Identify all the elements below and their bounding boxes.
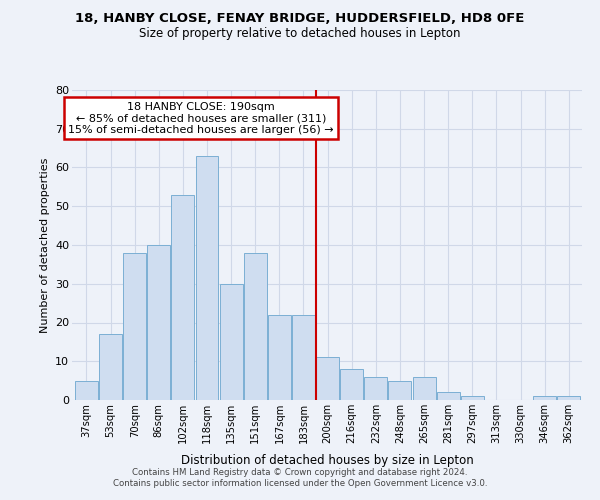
Bar — [388, 380, 412, 400]
Text: 18 HANBY CLOSE: 190sqm
← 85% of detached houses are smaller (311)
15% of semi-de: 18 HANBY CLOSE: 190sqm ← 85% of detached… — [68, 102, 334, 135]
Bar — [437, 392, 460, 400]
Y-axis label: Number of detached properties: Number of detached properties — [40, 158, 50, 332]
Bar — [557, 396, 580, 400]
Text: Size of property relative to detached houses in Lepton: Size of property relative to detached ho… — [139, 28, 461, 40]
Bar — [292, 315, 315, 400]
Bar — [148, 245, 170, 400]
Bar — [196, 156, 218, 400]
Bar — [364, 377, 387, 400]
Bar — [244, 252, 267, 400]
Bar — [123, 252, 146, 400]
Text: 18, HANBY CLOSE, FENAY BRIDGE, HUDDERSFIELD, HD8 0FE: 18, HANBY CLOSE, FENAY BRIDGE, HUDDERSFI… — [76, 12, 524, 26]
Bar — [413, 377, 436, 400]
Bar — [461, 396, 484, 400]
Bar — [340, 369, 363, 400]
Bar — [316, 358, 339, 400]
Text: Contains HM Land Registry data © Crown copyright and database right 2024.
Contai: Contains HM Land Registry data © Crown c… — [113, 468, 487, 487]
Bar — [75, 380, 98, 400]
Bar — [172, 194, 194, 400]
Bar — [220, 284, 242, 400]
Bar — [533, 396, 556, 400]
X-axis label: Distribution of detached houses by size in Lepton: Distribution of detached houses by size … — [181, 454, 473, 468]
Bar — [99, 334, 122, 400]
Bar — [268, 315, 291, 400]
